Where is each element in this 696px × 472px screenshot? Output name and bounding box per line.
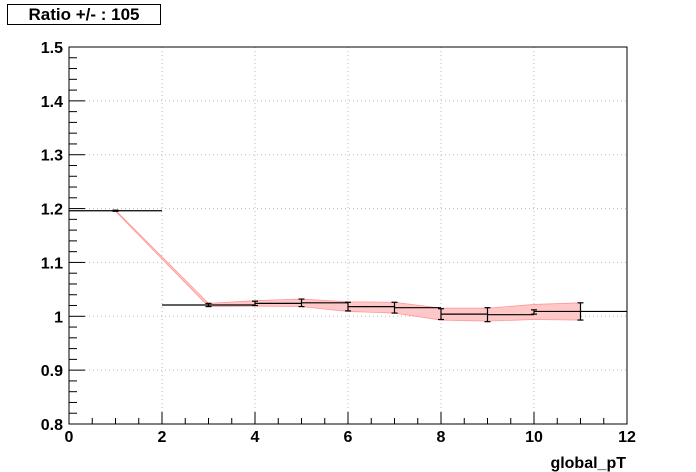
x-tick-label: 12 — [618, 429, 636, 446]
x-tick-label: 8 — [437, 429, 446, 446]
y-tick-label: 0.8 — [41, 417, 63, 434]
y-tick-label: 1.1 — [41, 255, 63, 272]
data-point — [438, 308, 488, 321]
data-point — [391, 301, 441, 314]
data-point — [484, 307, 534, 323]
data-point — [298, 298, 348, 308]
x-tick-label: 0 — [65, 429, 74, 446]
tick-labels: 0 2 4 6 8 10 12 0.8 0.9 1 1.1 1.2 1.3 1.4 1.5 — [41, 40, 636, 446]
x-tick-label: 10 — [525, 429, 543, 446]
y-tick-label: 1 — [54, 309, 63, 326]
chart-title: Ratio +/- : 105 — [7, 4, 161, 25]
y-tick-label: 1.2 — [41, 202, 63, 219]
x-tick-label: 2 — [158, 429, 167, 446]
data-point — [345, 301, 395, 312]
data-point — [69, 209, 162, 212]
grid-lines — [69, 47, 627, 424]
x-tick-label: 4 — [251, 429, 260, 446]
data-point — [162, 302, 255, 308]
x-axis-title: global_pT — [550, 455, 626, 472]
x-tick-label: 6 — [344, 429, 353, 446]
data-point — [252, 300, 302, 307]
data-markers — [69, 209, 627, 323]
data-point — [534, 302, 627, 321]
y-tick-label: 0.9 — [41, 363, 63, 380]
y-tick-label: 1.4 — [41, 94, 63, 111]
y-tick-label: 1.5 — [41, 40, 63, 57]
tick-marks — [68, 46, 628, 425]
y-tick-label: 1.3 — [41, 148, 63, 165]
